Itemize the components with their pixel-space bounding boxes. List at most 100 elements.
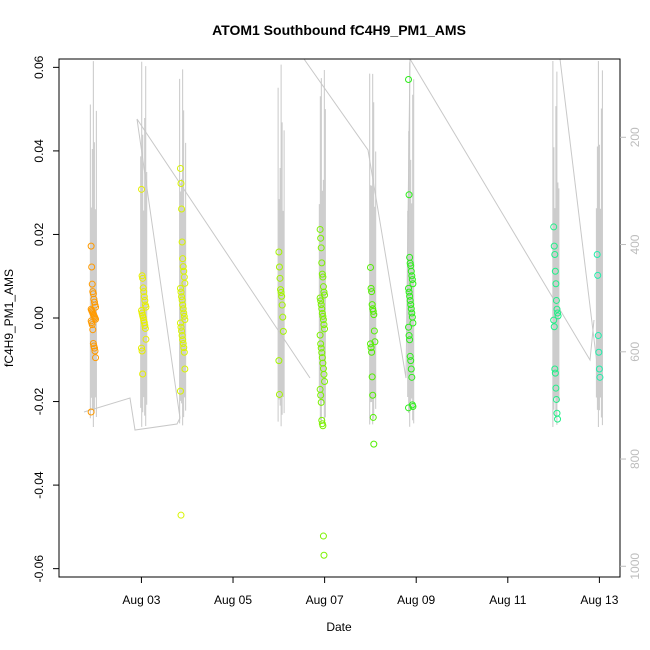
data-point — [595, 348, 603, 356]
y-tick-label: 0.00 — [32, 306, 46, 330]
data-point — [275, 263, 283, 271]
data-point — [176, 319, 184, 327]
data-point — [178, 327, 186, 335]
data-point — [179, 305, 187, 313]
data-point — [180, 348, 188, 356]
data-point — [550, 223, 558, 231]
data-point — [407, 357, 415, 365]
data-point — [319, 312, 327, 320]
data-point — [138, 347, 146, 355]
data-point — [179, 255, 187, 263]
x-tick-label: Aug 03 — [122, 593, 160, 607]
data-point — [320, 321, 328, 329]
data-point — [275, 248, 283, 256]
data-point — [179, 263, 187, 271]
data-point — [178, 332, 186, 340]
data-point — [321, 325, 329, 333]
trace-connector — [83, 118, 311, 431]
data-point — [138, 344, 146, 352]
data-point — [367, 263, 375, 271]
data-point — [181, 279, 189, 287]
data-point — [368, 288, 376, 296]
data-point — [321, 377, 329, 385]
data-point — [181, 316, 189, 324]
data-point — [554, 309, 562, 317]
data-point — [318, 354, 326, 362]
data-point — [277, 289, 285, 297]
trace-connector — [559, 58, 599, 373]
x-axis-label: Date — [326, 620, 352, 634]
data-point — [275, 357, 283, 365]
data-point — [554, 415, 562, 423]
data-point — [317, 398, 325, 406]
right-axis: 200 400 600 800 1000 — [620, 127, 642, 580]
data-point — [139, 370, 147, 378]
data-point — [594, 271, 602, 279]
data-point — [552, 384, 560, 392]
data-point — [179, 339, 187, 347]
data-point — [406, 336, 414, 344]
data-point — [406, 292, 414, 300]
data-point — [407, 262, 415, 270]
data-point — [88, 280, 96, 288]
data-point — [278, 292, 286, 300]
data-point — [142, 335, 150, 343]
data-point — [142, 303, 150, 311]
y-tick-label: -0.06 — [32, 555, 46, 583]
data-point — [319, 316, 327, 324]
data-point — [138, 185, 146, 193]
data-point — [552, 395, 560, 403]
data-point — [176, 284, 184, 292]
data-point — [139, 314, 147, 322]
data-point — [407, 305, 415, 313]
data-point — [407, 301, 415, 309]
data-point — [317, 297, 325, 305]
data-point — [595, 365, 603, 373]
x-tick-label: Aug 05 — [214, 593, 252, 607]
data-point — [405, 323, 413, 331]
y-tick-label: 0.06 — [32, 55, 46, 79]
data-point — [407, 267, 415, 275]
data-point — [87, 408, 95, 416]
data-point — [552, 280, 560, 288]
right-tick-label: 800 — [628, 449, 642, 469]
x-tick-label: Aug 09 — [397, 593, 435, 607]
right-tick-label: 600 — [628, 341, 642, 361]
data-point — [369, 307, 377, 315]
data-point — [319, 532, 327, 540]
data-point — [139, 284, 147, 292]
data-point — [317, 391, 325, 399]
data-point — [177, 511, 185, 519]
data-point — [138, 306, 146, 314]
data-point — [551, 365, 559, 373]
data-point — [369, 413, 377, 421]
chart-title: ATOM1 Southbound fC4H9_PM1_AMS — [212, 22, 466, 38]
data-point — [407, 365, 415, 373]
data-point — [370, 311, 378, 319]
data-point — [90, 298, 98, 306]
data-point — [551, 267, 559, 275]
data-point — [408, 272, 416, 280]
y-tick-label: -0.02 — [32, 388, 46, 416]
data-point — [367, 284, 375, 292]
data-point — [317, 344, 325, 352]
y-tick-label: -0.04 — [32, 471, 46, 499]
x-tick-label: Aug 11 — [489, 593, 526, 607]
data-point — [276, 274, 284, 282]
data-point — [139, 274, 147, 282]
x-tick-label: Aug 13 — [580, 593, 618, 607]
data-point — [409, 319, 417, 327]
data-point — [368, 373, 376, 381]
data-point — [320, 288, 328, 296]
data-point — [550, 242, 558, 250]
data-point — [368, 348, 376, 356]
data-point — [596, 373, 604, 381]
data-point — [367, 340, 375, 348]
data-point — [408, 276, 416, 284]
data-point — [88, 263, 96, 271]
data-point — [317, 340, 325, 348]
data-point — [409, 403, 417, 411]
data-point — [320, 370, 328, 378]
data-point — [92, 354, 100, 362]
